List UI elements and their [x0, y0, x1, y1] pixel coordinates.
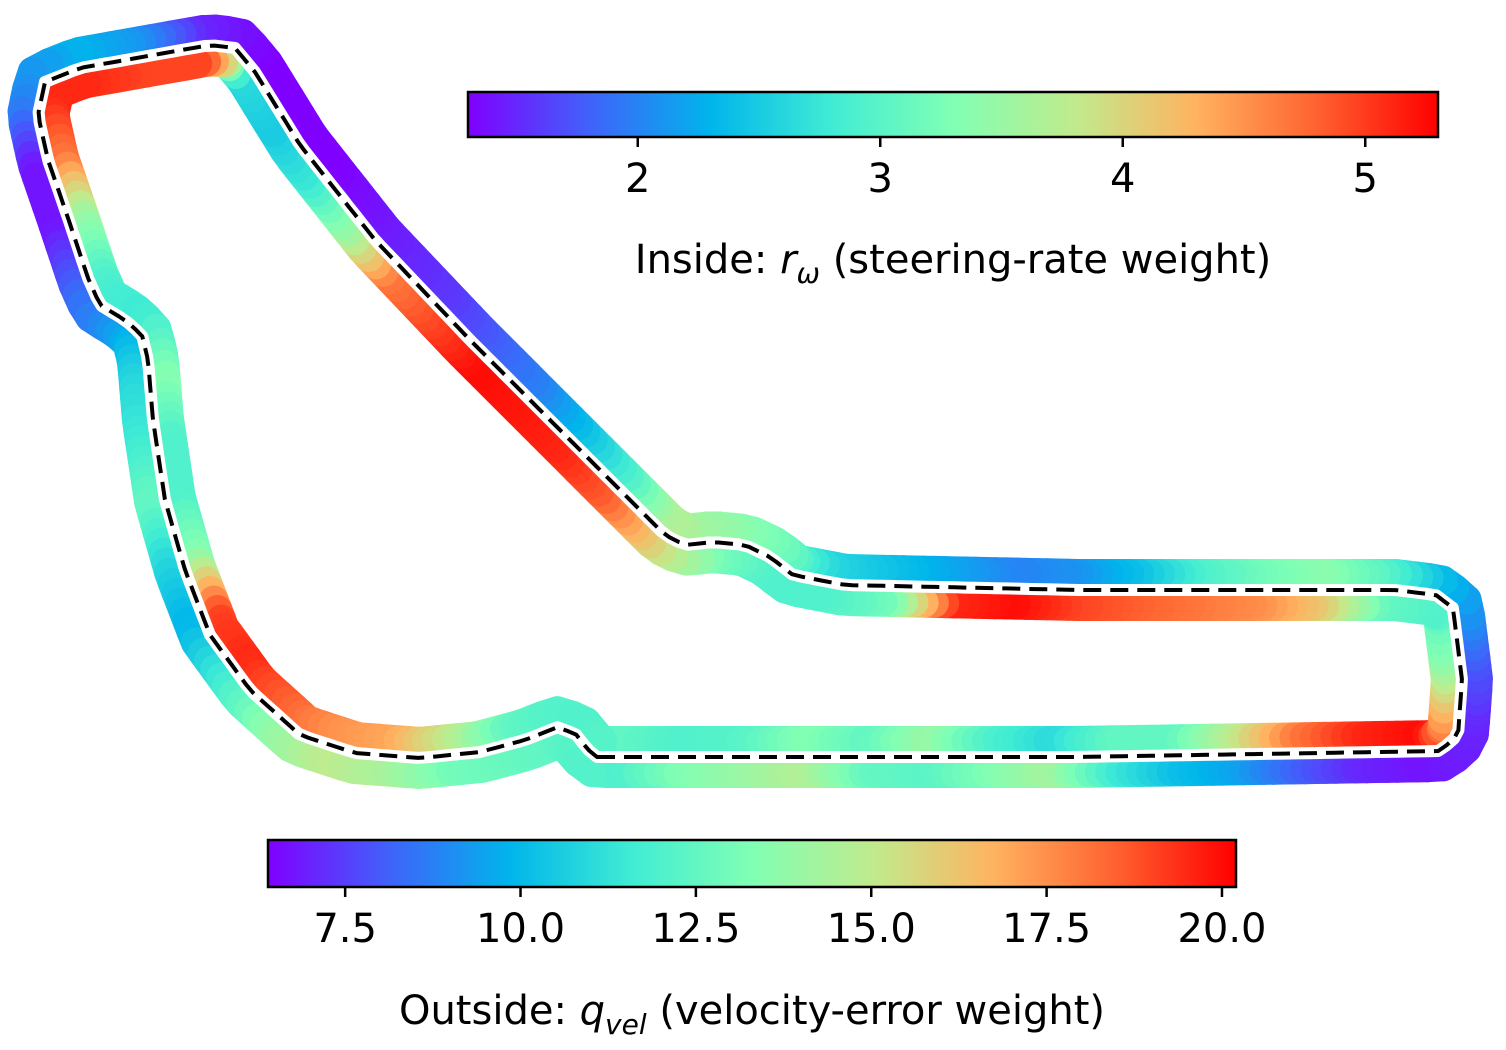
outside-colorbar-tick-label: 10.0 [476, 906, 565, 952]
inside-track-band [7, 14, 1493, 789]
inside-colorbar-tick-label: 4 [1110, 156, 1135, 202]
inside-colorbar-ticks: 2 3 4 5 [625, 137, 1378, 202]
inside-colorbar-tick-label: 5 [1353, 156, 1378, 202]
inside-colorbar-tick-label: 2 [625, 156, 650, 202]
inside-track-segment [562, 746, 607, 788]
outside-colorbar-tick-label: 17.5 [1002, 906, 1091, 952]
outside-colorbar-tick-label: 7.5 [313, 906, 377, 952]
inside-colorbar-label: Inside: rω (steering-rate weight) [635, 237, 1271, 290]
outside-colorbar: 7.5 10.0 12.5 15.0 17.5 20.0 Outside: qvel (v… [266, 838, 1267, 1041]
centerline-dashes [36, 43, 1464, 760]
outside-colorbar-tick-label: 15.0 [827, 906, 916, 952]
outside-colorbar-ticks: 7.5 10.0 12.5 15.0 17.5 20.0 [313, 887, 1267, 952]
outside-track-band [39, 46, 1461, 757]
outside-colorbar-gradient [266, 838, 1238, 889]
inside-colorbar-gradient [466, 90, 1440, 139]
inside-colorbar-tick-label: 3 [868, 156, 893, 202]
outside-colorbar-tick-label: 20.0 [1177, 906, 1266, 952]
outside-colorbar-tick-label: 12.5 [651, 906, 740, 952]
outside-track-segment [585, 724, 618, 757]
outside-colorbar-label: Outside: qvel (velocity-error weight) [399, 988, 1105, 1041]
inside-colorbar: 2 3 4 5 Inside: rω (steering-rate weight) [466, 90, 1440, 290]
track-centerline [32, 39, 1468, 764]
